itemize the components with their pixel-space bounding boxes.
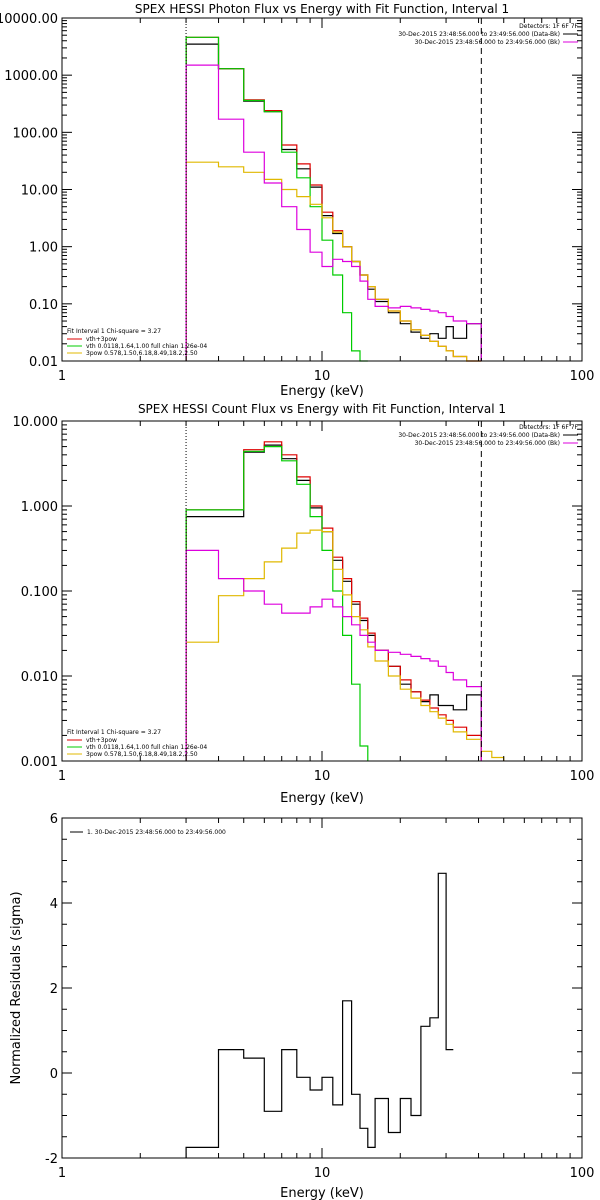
y-tick-label: 2 <box>50 982 58 997</box>
legend-left: Fit Interval 1 Chi-square = 3.27 vth+3po… <box>67 729 207 758</box>
legend-entry-vth-3pow: vth+3pow <box>86 336 117 343</box>
series-line-2 <box>185 36 482 362</box>
series-line-1 <box>185 43 482 361</box>
y-tick-label: 1.000 <box>21 500 58 515</box>
plot-frame <box>61 817 583 1159</box>
series-line-1 <box>185 444 482 761</box>
x-axis-label: Energy (keV) <box>280 791 364 806</box>
photon-axis-ticks: 1 10 100 0.01 0.10 1.00 10.00 100.00 1000.00 1000… <box>0 12 594 384</box>
series-line-4 <box>185 161 482 362</box>
series-line-5 <box>185 549 482 761</box>
photon-flux-panel: SPEX HESSI Photon Flux vs Energy with Fi… <box>0 2 594 399</box>
y-tick-label: 0.010 <box>21 670 58 685</box>
count-series-group <box>185 441 505 761</box>
y-tick-label: 100.00 <box>13 126 59 141</box>
legend-entry-bk: 30-Dec-2015 23:48:56.000 to 23:49:56.000… <box>415 39 560 46</box>
legend-fit-header: Fit Interval 1 Chi-square = 3.27 <box>67 729 161 736</box>
chart-title: SPEX HESSI Count Flux vs Energy with Fit… <box>138 402 506 416</box>
legend-right: Detectors: 1F 6F 7F 30-Dec-2015 23:48:56… <box>398 23 578 46</box>
series-line-1 <box>185 872 454 1158</box>
x-tick-label: 10 <box>314 769 331 784</box>
legend-entry-data-bk: 30-Dec-2015 23:48:56.000 to 23:49:56.000… <box>398 432 560 439</box>
x-tick-label: 10 <box>314 1166 331 1181</box>
legend-entry: 1. 30-Dec-2015 23:48:56.000 to 23:49:56.… <box>87 829 226 836</box>
x-tick-label: 1 <box>58 369 66 384</box>
legend-left: Fit Interval 1 Chi-square = 3.27 vth+3po… <box>67 328 207 357</box>
y-tick-label: 6 <box>50 812 58 827</box>
y-tick-label: 4 <box>50 897 58 912</box>
series-line-2 <box>185 441 482 761</box>
legend-entry-vth: vth 0.0118,1.64,1.00 full chian 1.26e-04 <box>86 343 207 350</box>
legend-header: Detectors: 1F 6F 7F <box>519 424 578 431</box>
legend-header: Detectors: 1F 6F 7F <box>519 23 578 30</box>
y-tick-label: 0.100 <box>21 585 58 600</box>
y-axis-label: Normalized Residuals (sigma) <box>9 891 24 1084</box>
x-tick-label: 100 <box>570 369 595 384</box>
series-line-5 <box>185 64 482 361</box>
legend-fit-header: Fit Interval 1 Chi-square = 3.27 <box>67 328 161 335</box>
y-tick-label: 10.000 <box>13 415 59 430</box>
legend-entry-vth-3pow: vth+3pow <box>86 737 117 744</box>
legend-entry-3pow: 3pow 0.578,1.50,6.18,8.49,18.2,2.50 <box>86 350 198 357</box>
y-tick-label: 1.00 <box>29 241 58 256</box>
y-tick-label: 10000.00 <box>0 12 58 27</box>
legend-entry-vth: vth 0.0118,1.64,1.00 full chian 1.26e-04 <box>86 744 207 751</box>
y-tick-label: 0.001 <box>21 755 58 770</box>
series-line-4 <box>185 529 505 761</box>
series-line-3 <box>185 446 369 761</box>
photon-series-group <box>185 36 482 362</box>
photon-reference-lines <box>185 18 482 361</box>
count-axis-ticks: 1 10 100 0.001 0.010 0.100 1.000 10.000 <box>13 415 595 784</box>
residual-axis-ticks: 1 10 100 -2 0 2 4 6 <box>45 812 594 1181</box>
legend-entry-data-bk: 30-Dec-2015 23:48:56.000 to 23:49:56.000… <box>398 31 560 38</box>
plot-frame <box>61 420 583 762</box>
x-tick-label: 100 <box>570 769 595 784</box>
x-tick-label: 100 <box>570 1166 595 1181</box>
x-tick-label: 10 <box>314 369 331 384</box>
chart-title: SPEX HESSI Photon Flux vs Energy with Fi… <box>135 2 509 16</box>
x-axis-label: Energy (keV) <box>280 384 364 399</box>
legend-entry-3pow: 3pow 0.578,1.50,6.18,8.49,18.2,2.50 <box>86 751 198 758</box>
residual-series-group <box>185 872 454 1158</box>
y-tick-label: -2 <box>45 1152 58 1167</box>
series-line-3 <box>185 36 368 362</box>
x-axis-label: Energy (keV) <box>280 1186 364 1200</box>
y-tick-label: 0.01 <box>29 355 58 370</box>
legend-entry-bk: 30-Dec-2015 23:48:56.000 to 23:49:56.000… <box>415 440 560 447</box>
legend: 1. 30-Dec-2015 23:48:56.000 to 23:49:56.… <box>70 829 226 836</box>
count-reference-lines <box>185 421 482 761</box>
y-tick-label: 1000.00 <box>4 69 58 84</box>
x-tick-label: 1 <box>58 769 66 784</box>
residuals-panel: 1 10 100 -2 0 2 4 6 Energy (keV) Normalized Res… <box>9 812 594 1200</box>
legend-right: Detectors: 1F 6F 7F 30-Dec-2015 23:48:56… <box>398 424 578 447</box>
y-tick-label: 0 <box>50 1067 58 1082</box>
y-tick-label: 0.10 <box>29 298 58 313</box>
x-tick-label: 1 <box>58 1166 66 1181</box>
count-flux-panel: SPEX HESSI Count Flux vs Energy with Fit… <box>13 402 595 806</box>
y-tick-label: 10.00 <box>21 184 58 199</box>
